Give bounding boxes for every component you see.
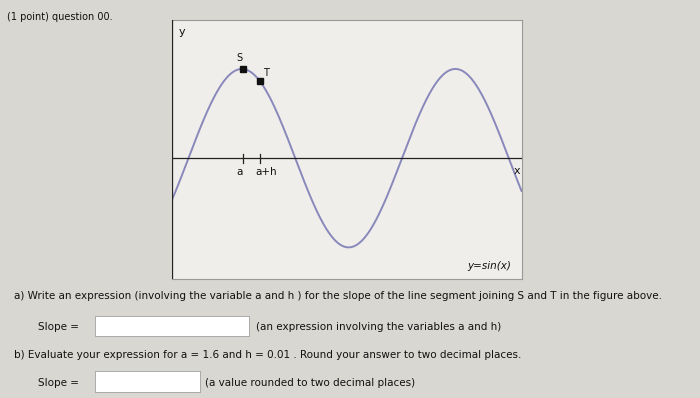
Text: T: T [263,68,269,78]
Text: x: x [513,166,520,176]
Text: b) Evaluate your expression for a = 1.6 and h = 0.01 . Round your answer to two : b) Evaluate your expression for a = 1.6 … [14,350,522,360]
Text: (a value rounded to two decimal places): (a value rounded to two decimal places) [205,378,415,388]
Text: Slope =: Slope = [38,322,80,332]
Text: a: a [237,167,243,177]
Text: y=sin(x): y=sin(x) [468,261,511,271]
Text: Slope =: Slope = [38,378,80,388]
Text: a+h: a+h [256,167,276,177]
Text: (1 point) question 00.: (1 point) question 00. [7,12,113,22]
Text: S: S [237,53,242,63]
Text: y: y [178,27,185,37]
Text: a) Write an expression (involving the variable a and h ) for the slope of the li: a) Write an expression (involving the va… [14,291,662,300]
Text: (an expression involving the variables a and h): (an expression involving the variables a… [256,322,500,332]
